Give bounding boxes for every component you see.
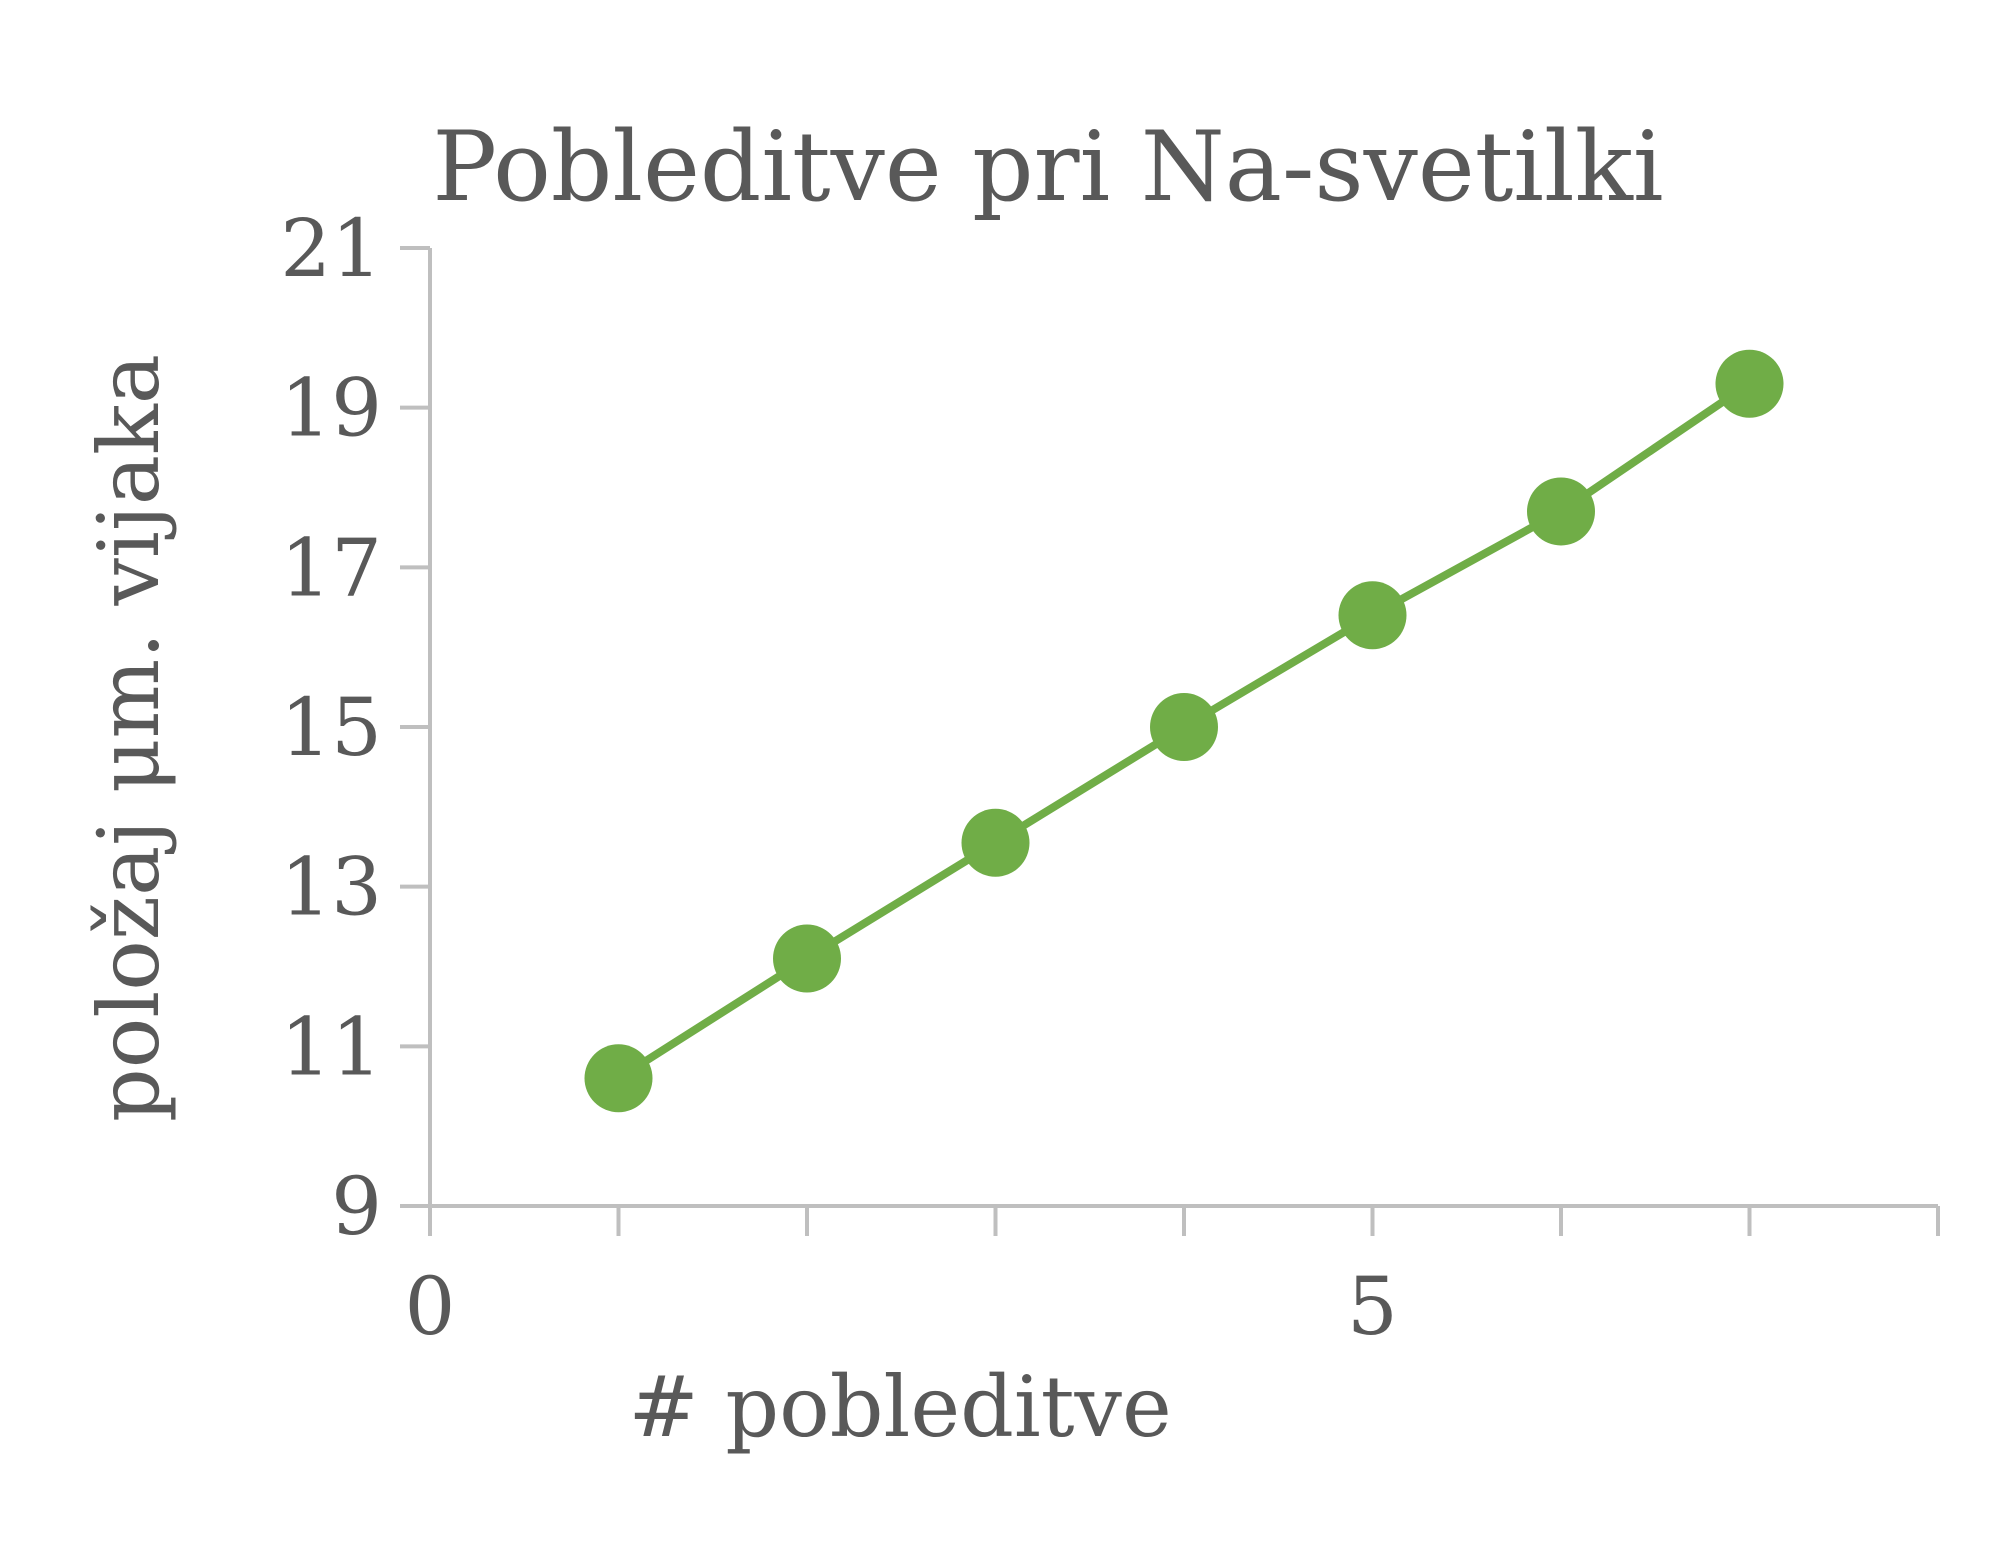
y-tick-label: 19 — [280, 362, 382, 455]
y-axis-label: položaj μm. vijaka — [80, 354, 178, 1122]
y-tick-label: 11 — [280, 1000, 382, 1093]
data-point — [1527, 477, 1595, 546]
data-point — [1338, 581, 1407, 650]
x-axis-label: # pobleditve — [628, 1358, 1171, 1456]
series-layer — [584, 349, 1784, 1113]
x-tick-label: 5 — [1347, 1260, 1398, 1353]
y-tick-label: 21 — [280, 202, 382, 295]
data-point — [961, 808, 1030, 877]
y-tick-label: 15 — [280, 681, 382, 774]
data-point — [584, 1044, 653, 1113]
y-tick-label: 9 — [331, 1160, 382, 1253]
y-axis: 9 11 13 15 17 19 21 — [280, 202, 432, 1253]
chart-title: Pobleditve pri Na-svetilki — [432, 111, 1663, 223]
data-point — [1715, 349, 1784, 418]
y-tick-label: 17 — [280, 521, 382, 614]
data-point — [773, 924, 841, 993]
x-tick-label: 0 — [405, 1260, 456, 1353]
data-point — [1150, 693, 1218, 761]
y-tick-label: 13 — [280, 841, 382, 934]
